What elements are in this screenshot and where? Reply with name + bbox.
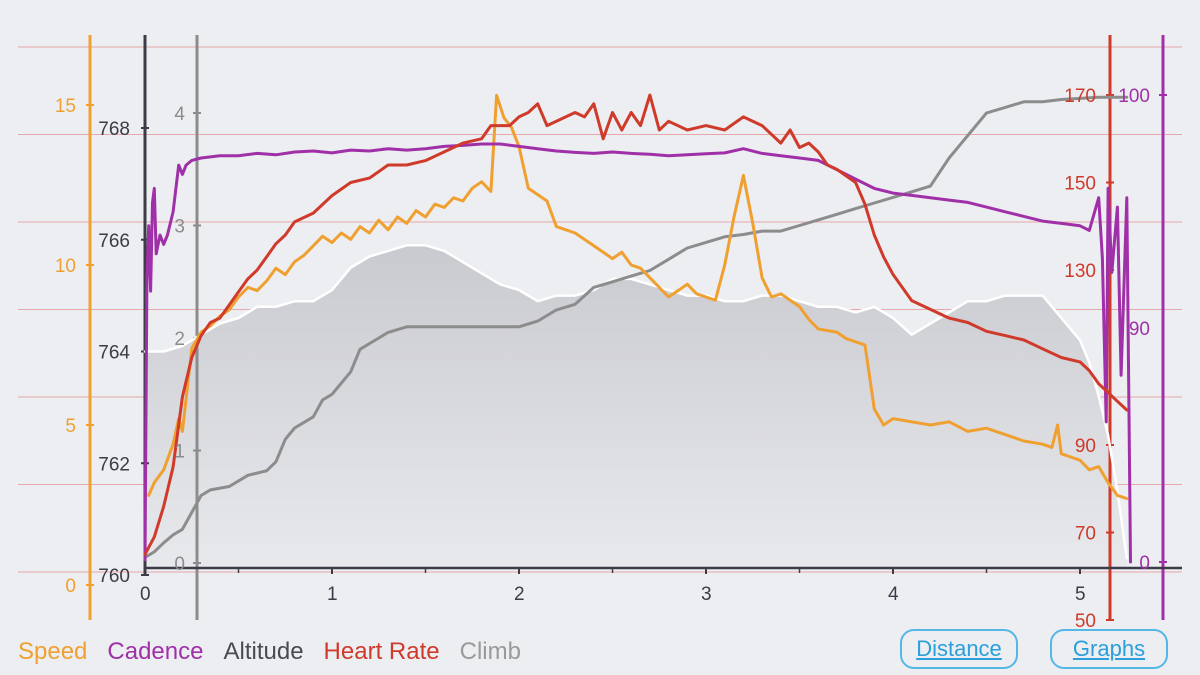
climb-tick-label: 0 [174,554,185,575]
heart_rate-tick-label: 130 [1064,261,1096,282]
series-cadence [143,142,1132,564]
heart_rate-tick-label: 150 [1064,174,1096,195]
tick-labels: 0 1 2 3 4 50510157607627647667680123450709013… [55,86,1150,632]
climb-tick-label: 3 [174,217,185,238]
altitude-fill [145,245,1127,569]
x-tick-label: 3 [701,584,712,605]
x-tick-label: 2 [514,584,525,605]
cadence-tick-label: 0 [1139,553,1150,574]
series-speed [147,93,1129,501]
series-lines [143,93,1132,564]
legend-cadence[interactable]: Cadence [107,638,204,665]
series-heart-rate [143,93,1129,556]
x-tick-label: 5 [1075,584,1086,605]
speed-tick-label: 0 [65,576,76,597]
speed-tick-label: 15 [55,96,76,117]
cadence-tick-label: 90 [1129,319,1150,340]
legend-speed[interactable]: Speed [18,638,88,665]
climb-tick-label: 1 [174,442,185,463]
x-tick-label: 0 [140,584,151,605]
legend-heart-rate[interactable]: Heart Rate [323,638,440,665]
x-tick-label: 4 [888,584,899,605]
series-altitude [143,244,1129,560]
distance-button[interactable]: Distance [900,629,1018,669]
graphs-button[interactable]: Graphs [1050,629,1168,669]
speed-tick-label: 5 [65,416,76,437]
altitude-tick-label: 764 [98,343,130,364]
series-climb [143,95,1129,559]
legend-altitude[interactable]: Altitude [223,638,304,665]
speed-tick-label: 10 [55,256,76,277]
heart_rate-tick-label: 170 [1064,86,1096,107]
legend-climb[interactable]: Climb [459,638,521,665]
altitude-tick-label: 762 [98,454,130,475]
altitude-tick-label: 768 [98,119,130,140]
x-tick-label: 1 [327,584,338,605]
altitude-area [145,245,1127,569]
heart_rate-tick-label: 70 [1075,524,1096,545]
heart_rate-tick-label: 90 [1075,436,1096,457]
climb-tick-label: 2 [174,329,185,350]
cadence-tick-label: 100 [1118,86,1150,107]
altitude-tick-label: 760 [98,566,130,587]
chart-legend: Speed Cadence Altitude Heart Rate Climb [18,638,521,666]
heart_rate-tick-label: 50 [1075,611,1096,632]
altitude-tick-label: 766 [98,231,130,252]
climb-tick-label: 4 [174,104,185,125]
